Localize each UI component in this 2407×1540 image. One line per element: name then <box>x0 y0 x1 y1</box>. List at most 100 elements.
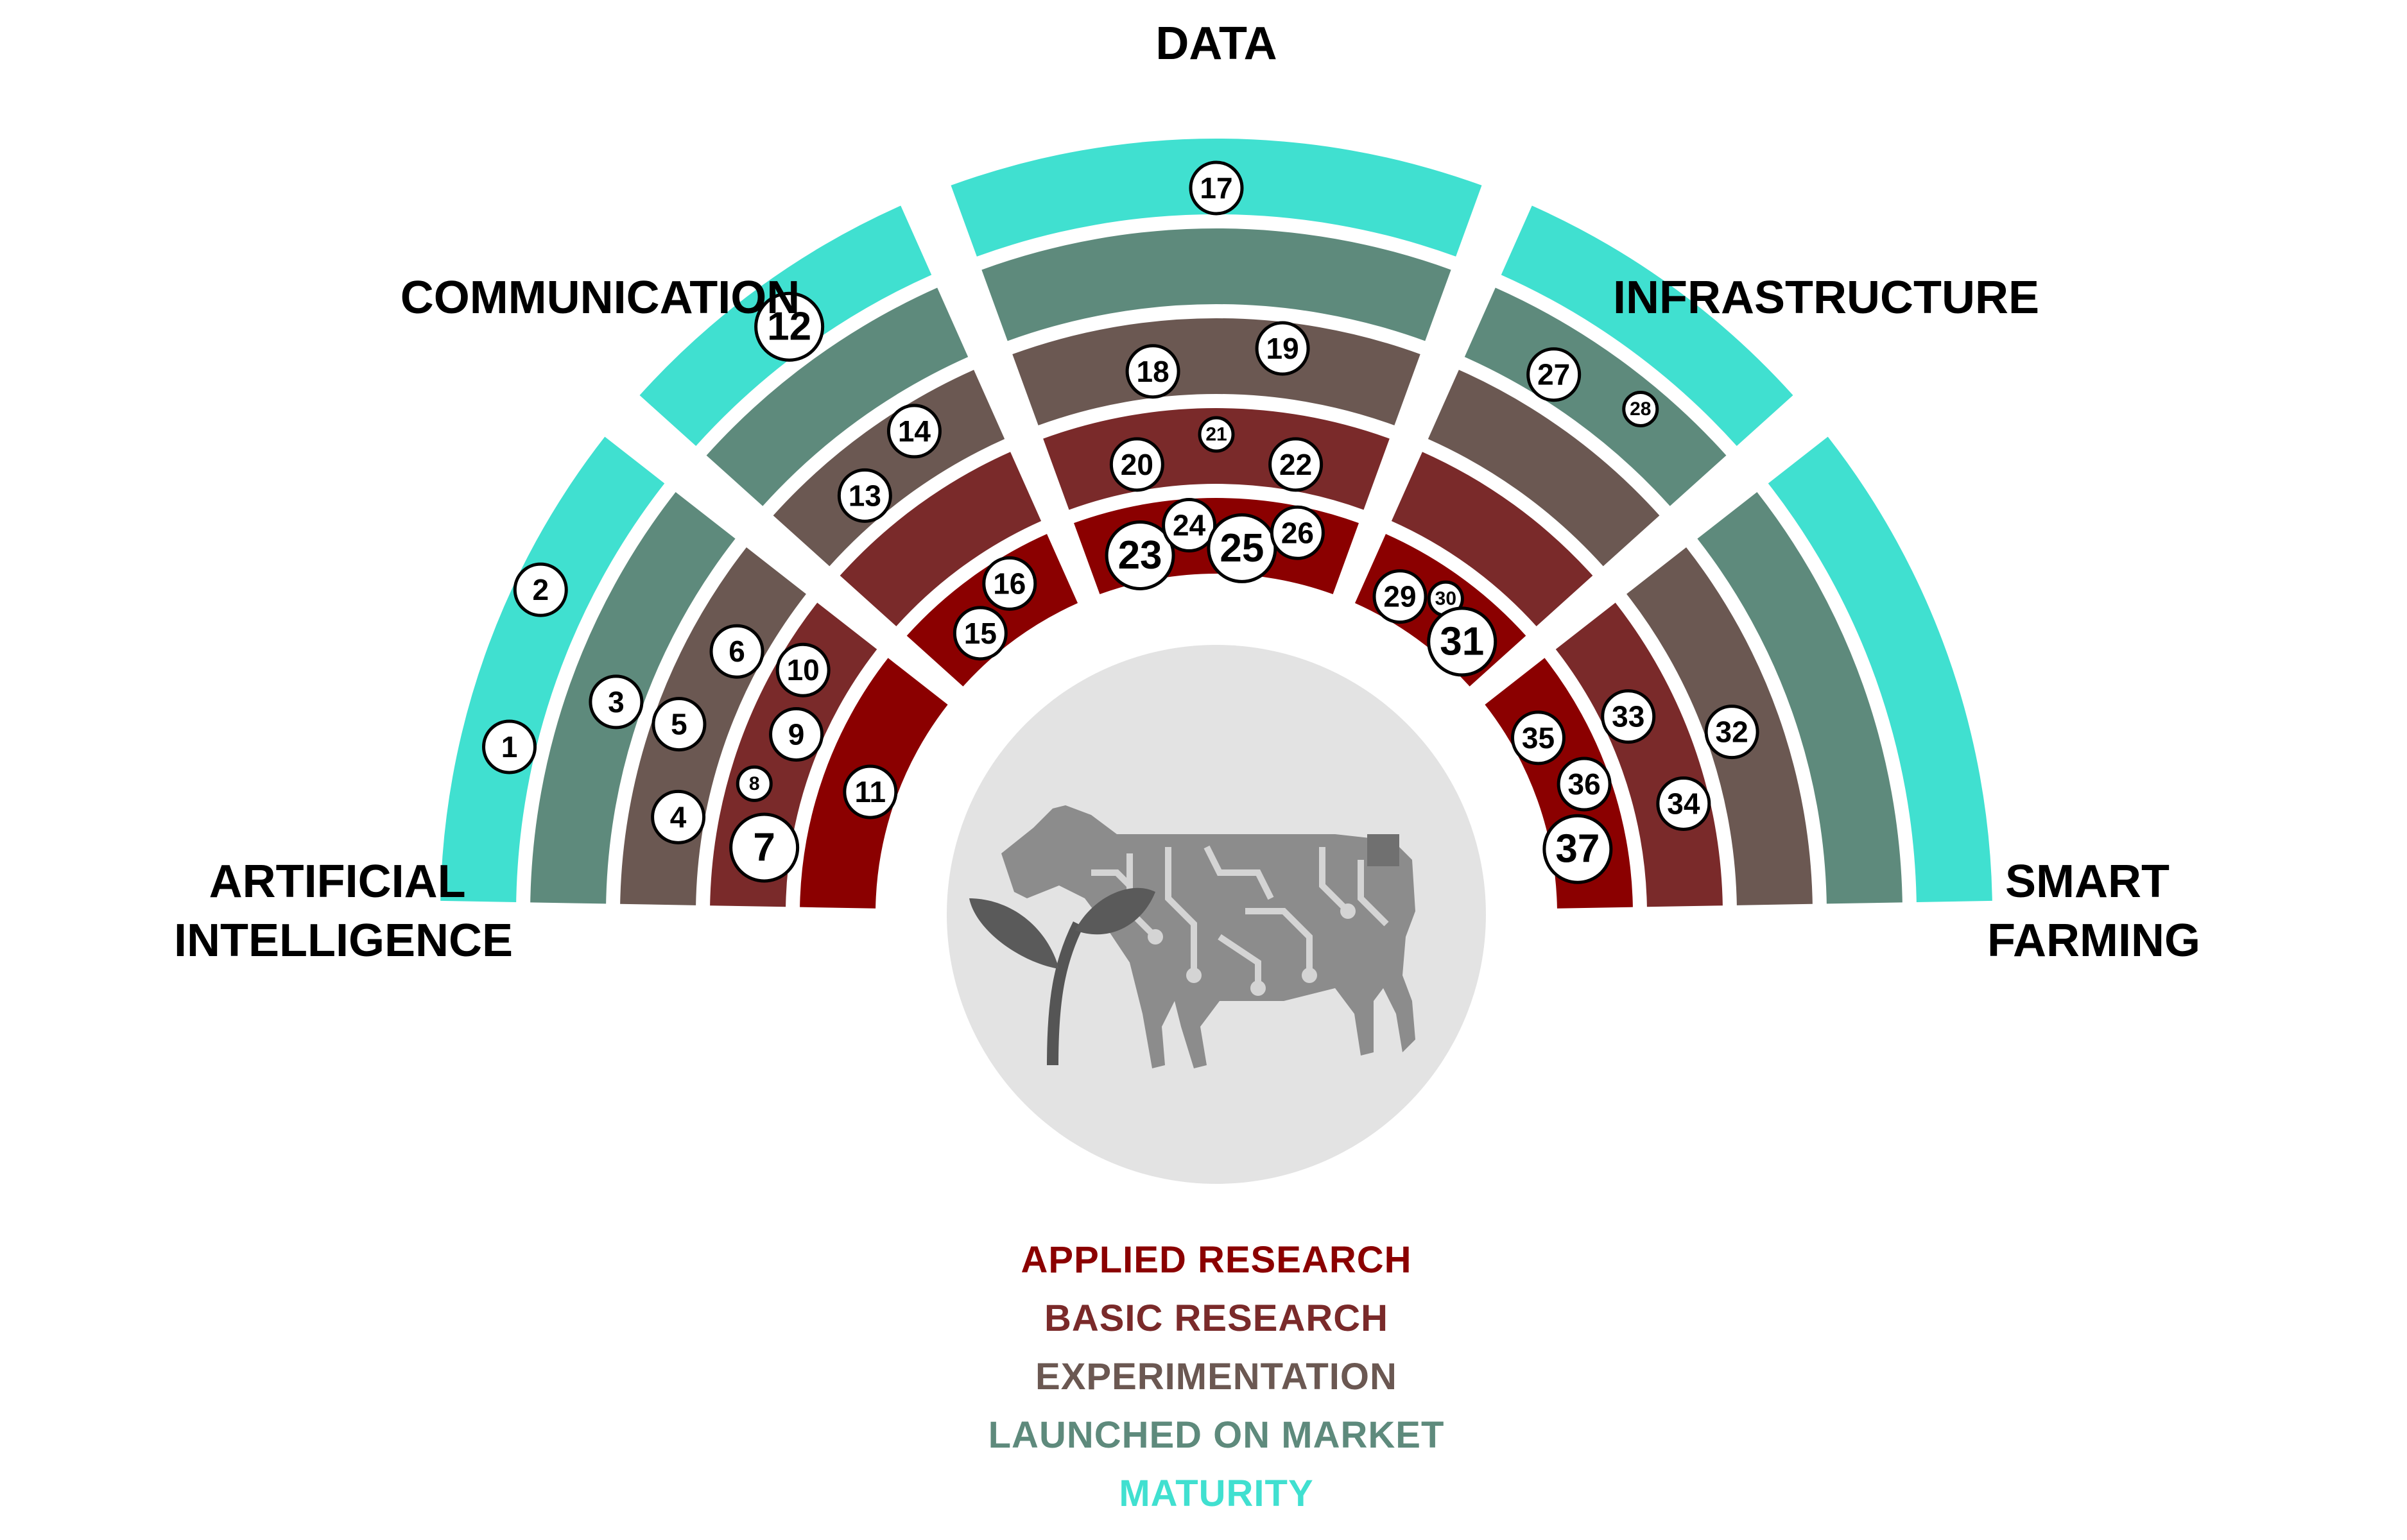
technology-marker: 5 <box>651 697 707 752</box>
technology-marker-number: 20 <box>1121 448 1153 481</box>
band-communication-launched <box>706 287 969 506</box>
sector-label-data-line-1: DATA <box>1155 18 1277 69</box>
sector-label-data: DATA <box>1155 18 1277 69</box>
sector-label-infrastructure-line-1: INFRASTRUCTURE <box>1613 272 2039 323</box>
technology-marker-circle <box>1427 606 1497 677</box>
technology-marker-circle <box>1109 437 1164 492</box>
band-data-launched <box>981 228 1451 341</box>
plant-leaf-left <box>969 898 1059 969</box>
technology-marker-number: 17 <box>1200 171 1232 205</box>
technology-marker-number: 37 <box>1555 827 1600 871</box>
technology-marker-circle <box>982 556 1037 611</box>
technology-marker: 20 <box>1109 437 1164 492</box>
cow-circuit-node <box>1302 968 1317 983</box>
technology-marker: 30 <box>1427 580 1464 617</box>
technology-marker-number: 32 <box>1716 715 1748 749</box>
sector-label-ai-line-2: INTELLIGENCE <box>174 915 513 966</box>
technology-marker: 19 <box>1255 321 1310 376</box>
technology-marker-circle <box>754 291 825 362</box>
technology-marker-number: 16 <box>993 567 1026 600</box>
technology-marker: 24 <box>1162 497 1217 552</box>
band-smart_farming-maturity <box>1768 436 1992 902</box>
technology-marker: 25 <box>1207 513 1277 583</box>
plant-leaf-right <box>1075 887 1155 935</box>
technology-marker: 12 <box>754 291 825 362</box>
technology-marker-circle <box>769 707 824 762</box>
technology-marker-number: 26 <box>1281 516 1314 549</box>
technology-marker: 21 <box>1198 416 1235 453</box>
technology-marker-number: 12 <box>767 305 811 349</box>
technology-marker: 28 <box>1622 391 1659 428</box>
sector-label-communication: COMMUNICATION <box>401 272 800 323</box>
technology-marker: 13 <box>837 468 892 523</box>
technology-marker: 1 <box>482 719 537 774</box>
technology-marker-circle <box>513 562 568 617</box>
technology-marker-number: 23 <box>1118 533 1162 578</box>
technology-marker-circle <box>1542 814 1613 884</box>
technology-marker-circle <box>729 812 800 883</box>
technology-marker: 9 <box>769 707 824 762</box>
technology-marker-circle <box>775 642 831 697</box>
cow-circuit-node <box>1340 903 1356 919</box>
technology-marker: 34 <box>1656 776 1711 831</box>
legend-item-experimentation: EXPERIMENTATION <box>1035 1356 1397 1398</box>
technology-marker-circle <box>1526 347 1582 402</box>
technology-marker-number: 28 <box>1630 398 1651 420</box>
technology-marker-circle <box>651 697 707 752</box>
technology-marker: 17 <box>1189 160 1244 216</box>
band-communication-basic <box>840 452 1042 627</box>
technology-marker-number: 33 <box>1612 700 1644 733</box>
technology-marker-number: 30 <box>1435 588 1456 610</box>
technology-marker-number: 7 <box>753 825 775 869</box>
technology-marker-number: 13 <box>849 479 881 512</box>
technology-marker-number: 11 <box>854 775 886 809</box>
technology-marker: 32 <box>1704 705 1759 760</box>
technology-marker: 8 <box>736 765 773 802</box>
technology-marker-number: 6 <box>729 635 745 668</box>
technology-marker-circle <box>1656 776 1711 831</box>
technology-marker-circle <box>709 624 764 679</box>
technology-marker-number: 31 <box>1440 619 1484 663</box>
technology-marker-circle <box>1268 437 1324 492</box>
technology-marker-number: 24 <box>1173 508 1206 542</box>
technology-marker-number: 29 <box>1383 580 1416 613</box>
technology-marker: 7 <box>729 812 800 883</box>
technology-marker-number: 22 <box>1279 448 1312 481</box>
band-communication-experimentation <box>773 370 1005 567</box>
technology-marker: 3 <box>589 674 644 730</box>
technology-marker-circle <box>886 404 942 459</box>
technology-marker: 35 <box>1510 710 1566 766</box>
technology-marker-number: 19 <box>1266 332 1299 365</box>
technology-marker: 31 <box>1427 606 1497 677</box>
technology-marker: 6 <box>709 624 764 679</box>
sector-labels: ARTIFICIAL INTELLIGENCE COMMUNICATION DA… <box>174 18 2200 966</box>
technology-marker: 23 <box>1105 520 1175 590</box>
cow-circuit-node <box>1250 980 1266 996</box>
technology-marker: 27 <box>1526 347 1582 402</box>
technology-marker-circle <box>736 765 773 802</box>
technology-marker-circle <box>1255 321 1310 376</box>
technology-marker: 18 <box>1125 344 1180 399</box>
technology-marker-circle <box>843 764 898 819</box>
sector-label-ai: ARTIFICIAL INTELLIGENCE <box>174 856 513 966</box>
cow-circuit-node <box>1186 968 1202 983</box>
technology-marker-number: 34 <box>1667 787 1700 820</box>
band-infrastructure-basic <box>1391 452 1593 627</box>
sector-label-ai-line-1: ARTIFICIAL <box>209 856 465 907</box>
technology-marker-number: 3 <box>608 685 625 719</box>
cow-circuit-with-plant-icon <box>969 805 1415 1068</box>
technology-marker-circle <box>953 606 1008 661</box>
technology-marker-circle <box>1557 757 1612 812</box>
technology-marker-number: 2 <box>532 573 549 606</box>
technology-marker-number: 5 <box>671 708 687 741</box>
technology-marker-circle <box>1105 520 1175 590</box>
technology-marker: 15 <box>953 606 1008 661</box>
technology-marker-number: 8 <box>749 773 760 794</box>
technology-marker-number: 27 <box>1537 358 1570 391</box>
technology-marker-number: 35 <box>1522 721 1555 755</box>
plant-stem <box>1047 921 1084 1066</box>
band-infrastructure-launched <box>1464 287 1727 506</box>
technology-marker-number: 25 <box>1220 526 1264 570</box>
sector-label-communication-line-1: COMMUNICATION <box>401 272 800 323</box>
